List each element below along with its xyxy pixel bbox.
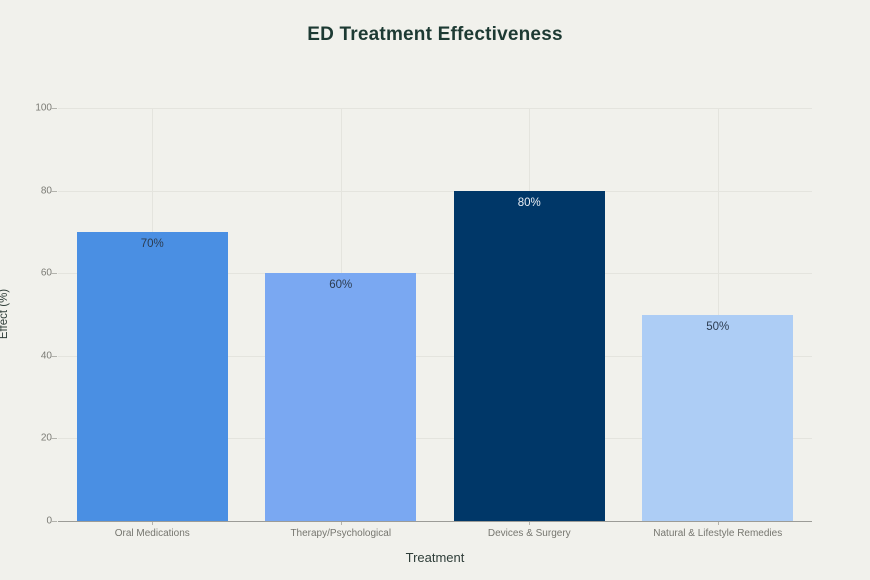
bar[interactable]: 70% <box>76 231 228 521</box>
x-category-label: Devices & Surgery <box>487 528 571 539</box>
y-tick-mark <box>51 273 57 275</box>
y-gridline <box>58 355 812 357</box>
x-axis-baseline <box>58 521 812 522</box>
plot-area: 0 20 40 60 80 100 70% Oral Medications 60% Therap… <box>35 103 812 539</box>
y-tick-mark <box>51 521 57 522</box>
x-tick-mark <box>529 521 531 525</box>
y-tick-mark <box>51 355 57 357</box>
y-tick-label: 80 <box>40 185 52 197</box>
y-tick-label: 100 <box>35 102 52 114</box>
y-gridline <box>58 438 812 440</box>
y-tick-mark <box>51 438 57 440</box>
y-tick-label: 40 <box>40 350 52 362</box>
x-tick-mark <box>340 521 342 525</box>
x-axis-title: Treatment <box>405 550 465 565</box>
x-category-label: Natural & Lifestyle Remedies <box>653 528 783 539</box>
y-tick-label: 60 <box>40 267 52 279</box>
y-gridline <box>58 190 812 192</box>
y-tick-mark <box>51 108 57 109</box>
y-tick-label: 20 <box>40 432 52 444</box>
chart-title: ED Treatment Effectiveness <box>307 24 563 45</box>
bar[interactable]: 50% <box>642 314 794 521</box>
x-category-label: Therapy/Psychological <box>290 528 392 539</box>
bar-value-label: 60% <box>329 279 353 292</box>
bar-value-label: 80% <box>517 196 541 209</box>
bar-value-label: 50% <box>706 320 730 333</box>
bar-value-label: 70% <box>140 237 164 250</box>
y-tick-label: 0 <box>46 515 52 527</box>
y-gridline <box>58 108 812 109</box>
x-tick-mark <box>717 521 719 525</box>
y-axis-title: Effect (%) <box>0 288 10 340</box>
bar[interactable]: 80% <box>453 190 605 521</box>
y-gridline <box>58 273 812 275</box>
x-tick-mark <box>152 521 154 525</box>
x-category-label: Oral Medications <box>114 528 190 539</box>
bar[interactable]: 60% <box>265 273 417 521</box>
y-tick-mark <box>51 190 57 192</box>
